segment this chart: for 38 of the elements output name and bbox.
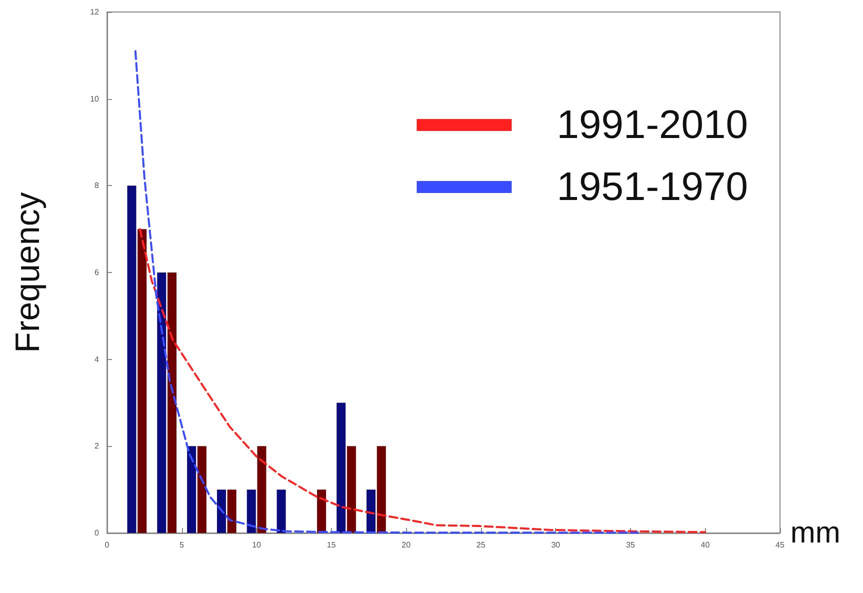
bar [257, 446, 266, 533]
line-series [138, 228, 706, 534]
bar [276, 490, 286, 533]
y-axis-title: Frequency [9, 192, 47, 353]
x-tick-label: 25 [476, 540, 486, 550]
x-tick-label: 20 [402, 540, 412, 550]
bar [197, 446, 206, 533]
bar [246, 490, 256, 533]
x-tick-label: 30 [551, 540, 561, 550]
x-tick-label: 0 [104, 540, 110, 550]
y-tick-label: 0 [94, 528, 100, 538]
y-tick-label: 10 [90, 94, 100, 104]
y-tick-label: 8 [94, 181, 100, 190]
bar [366, 490, 376, 533]
legend-label: 1951-1970 [556, 165, 748, 209]
x-tick-label: 5 [180, 540, 185, 550]
x-axis-title: mm [790, 516, 840, 550]
x-tick-label: 10 [252, 540, 262, 550]
x-tick-label: 15 [326, 540, 336, 550]
y-tick-label: 2 [94, 442, 100, 451]
bar [346, 446, 356, 533]
y-tick-label: 6 [94, 268, 100, 277]
bar [127, 186, 136, 533]
bar [336, 402, 346, 533]
x-tick-label: 40 [700, 540, 710, 550]
bar [216, 490, 226, 533]
bar [227, 490, 236, 533]
y-tick-label: 12 [90, 8, 100, 16]
bar [157, 272, 166, 533]
x-tick-label: 45 [776, 540, 785, 550]
bar [187, 446, 196, 533]
x-tick-label: 35 [626, 540, 636, 550]
legend-label: 1991-2010 [556, 103, 748, 147]
y-tick-label: 4 [94, 354, 100, 364]
bar [317, 490, 326, 533]
bar [138, 229, 147, 533]
bar [376, 446, 386, 533]
bar [167, 272, 176, 533]
